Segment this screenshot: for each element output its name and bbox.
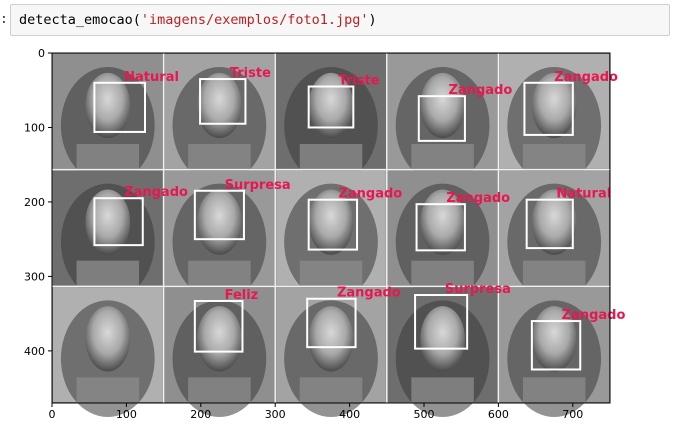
face-shape — [308, 306, 354, 372]
output-plot: Natural Triste Triste Zangado Zangado Zangado… — [24, 47, 626, 421]
code-function: detecta_emocao( — [19, 12, 141, 28]
shoulders-shape — [299, 144, 363, 170]
plot-axes: 0 100 200 300 400 500 600 700 0 100 200 300 400 — [24, 47, 611, 421]
face-box — [415, 203, 466, 252]
shoulders-shape — [76, 377, 140, 403]
shoulders-shape — [188, 377, 251, 403]
emotion-label: Zangado — [449, 83, 513, 98]
face-shape — [531, 189, 577, 255]
x-tick-label: 200 — [190, 408, 211, 421]
shoulders-shape — [411, 144, 474, 170]
shoulders-shape — [299, 377, 363, 403]
face-box — [307, 198, 359, 251]
y-tick-label: 200 — [24, 196, 45, 209]
shoulders-shape — [522, 377, 586, 403]
face-box — [414, 294, 469, 350]
face-shape — [197, 189, 242, 255]
y-tick-label: 300 — [24, 270, 45, 283]
emotion-label: Zangado — [554, 70, 618, 85]
shoulders-shape — [522, 144, 586, 170]
face-box — [525, 198, 574, 250]
face-shape — [420, 72, 465, 139]
x-tick-label: 300 — [265, 408, 286, 421]
face-shape — [85, 189, 131, 255]
emotion-label: Surpresa — [225, 178, 291, 193]
y-tick-label: 100 — [24, 121, 45, 134]
face-box — [199, 78, 247, 125]
face-shape — [531, 306, 577, 372]
emotion-label: Zangado — [337, 286, 401, 301]
plot-frame — [51, 52, 611, 404]
shoulders-shape — [299, 260, 363, 287]
shoulders-shape — [188, 144, 251, 170]
emotion-label: Natural — [556, 187, 611, 202]
face-shape — [197, 306, 242, 372]
face-shape — [308, 72, 354, 139]
emotion-label: Feliz — [225, 288, 259, 303]
face-box — [307, 85, 355, 129]
emotion-label: Triste — [230, 66, 271, 81]
face-shape — [197, 72, 242, 139]
x-tick-label: 500 — [414, 408, 435, 421]
face-box — [193, 299, 244, 353]
emotion-label: Zangado — [446, 191, 510, 206]
x-tick-label: 0 — [49, 408, 56, 421]
emotion-label: Natural — [124, 70, 179, 85]
code-cell[interactable]: detecta_emocao('imagens/exemplos/foto1.j… — [10, 4, 670, 36]
face-box — [306, 297, 357, 349]
face-box — [93, 197, 144, 247]
face-shape — [531, 72, 577, 139]
face-box — [523, 81, 574, 136]
emotion-label: Triste — [338, 74, 379, 89]
code-close-paren: ) — [368, 12, 377, 28]
code-string: 'imagens/exemplos/foto1.jpg' — [140, 12, 369, 28]
x-tick-label: 100 — [116, 408, 137, 421]
face-box — [93, 81, 146, 133]
emotion-label: Surpresa — [445, 282, 511, 297]
face-shape — [420, 189, 465, 255]
x-tick-label: 700 — [562, 408, 583, 421]
face-box — [530, 320, 582, 371]
shoulders-shape — [188, 260, 251, 287]
face-shape — [85, 306, 131, 372]
shoulders-shape — [522, 260, 586, 287]
y-tick-label: 400 — [24, 345, 45, 358]
emotion-label: Zangado — [124, 185, 188, 200]
x-tick-label: 400 — [339, 408, 360, 421]
face-shape — [308, 189, 354, 255]
shoulders-shape — [411, 377, 474, 403]
emotion-label: Zangado — [562, 308, 626, 323]
cell-prompt: : — [0, 12, 8, 27]
code-line[interactable]: detecta_emocao('imagens/exemplos/foto1.j… — [19, 12, 377, 28]
y-tick-label: 0 — [38, 47, 45, 60]
emotion-label: Zangado — [338, 187, 402, 202]
face-box — [193, 189, 245, 241]
x-tick-label: 600 — [488, 408, 509, 421]
face-box — [417, 95, 466, 142]
shoulders-shape — [76, 260, 140, 287]
shoulders-shape — [76, 144, 140, 170]
detection-boxes: Natural Triste Triste Zangado Zangado Zangado… — [93, 66, 626, 371]
shoulders-shape — [411, 260, 474, 287]
face-shape — [420, 306, 465, 372]
face-shape — [85, 72, 131, 139]
